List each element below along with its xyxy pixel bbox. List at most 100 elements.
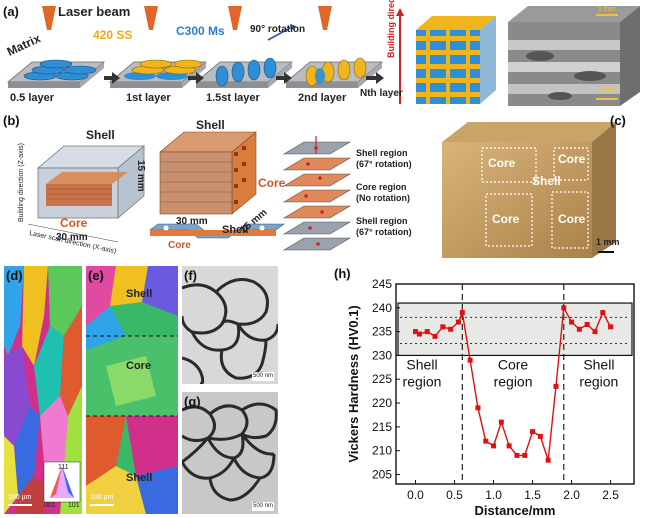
data-point <box>459 310 465 316</box>
data-point <box>600 310 606 316</box>
rotation-label: 90° rotation <box>250 24 306 35</box>
core-region-annot-rot: (No rotation) <box>356 193 410 203</box>
y-tick-label: 215 <box>372 420 392 434</box>
beads-2nd-layer <box>305 57 367 87</box>
core-label-left: Core <box>60 216 88 230</box>
data-point <box>569 319 575 325</box>
panel-f: (f) 500 nm <box>182 266 278 384</box>
panel-b-schematic <box>27 131 352 251</box>
data-point <box>608 324 614 330</box>
y-tick-label: 205 <box>372 467 392 481</box>
data-point <box>522 452 528 458</box>
panel-a-scale-2: 1 mm <box>598 86 616 93</box>
y-tick-label: 235 <box>372 325 392 339</box>
panel-d: (d) 111 001 101 100 µm <box>4 266 82 514</box>
y-tick-label: 225 <box>372 372 392 386</box>
dim-line-30mm <box>27 223 119 243</box>
x-axis-label: Distance/mm <box>475 503 556 518</box>
region-label-part: Shell <box>583 357 614 373</box>
data-point <box>576 326 582 332</box>
y-axis-label: Vickers Hardness (HV0.1) <box>346 305 361 462</box>
panel-d-ebsd <box>4 266 82 514</box>
data-point <box>514 452 520 458</box>
data-point <box>553 383 559 389</box>
shell-region-annot-2-rot: (67° rotation) <box>356 227 412 237</box>
ipf-label-101: 101 <box>68 502 80 509</box>
cuboid-left <box>36 145 146 219</box>
region-label-1: Shell region <box>403 357 442 390</box>
dim-30mm-b-label: 30 mm <box>176 216 208 227</box>
data-point <box>424 329 430 335</box>
data-point <box>537 433 543 439</box>
panel-g: (g) 500 nm <box>182 392 278 514</box>
dim-30mm-label: 30 mm <box>56 232 88 243</box>
panel-e-ebsd <box>86 266 178 514</box>
region-label-3: Shell region <box>579 357 618 390</box>
panel-e-label: (e) <box>88 268 104 283</box>
data-point <box>592 329 598 335</box>
panel-c: (c) Core Core Shell Core Core 1 mm <box>424 112 650 262</box>
layer-label-0-5: 0.5 layer <box>10 92 55 104</box>
hardness-chart: 205 210 215 220 225 230 235 240 245 0.0 0.5 1.0 1.5 2… <box>346 277 635 518</box>
panel-d-label: (d) <box>6 268 23 283</box>
layer-label-nth: Nth layer <box>360 88 403 99</box>
data-point <box>545 457 551 463</box>
data-point <box>432 333 438 339</box>
panel-b-label: (b) <box>3 113 20 128</box>
core-region-annot-title: Core region <box>356 182 407 192</box>
panel-a-scale-1: 1 mm <box>598 6 616 13</box>
panel-a-label: (a) <box>3 4 19 19</box>
shell-region-annot-2: Shell region (67° rotation) <box>356 216 412 238</box>
shell-top-label: Shell <box>126 288 153 300</box>
data-point <box>561 305 567 311</box>
data-point <box>483 438 489 444</box>
region-label-part: Shell <box>406 357 437 373</box>
stacked-planes <box>282 136 352 251</box>
panel-h: (h) 205 210 215 220 225 230 235 240 245 0.0 0.5 1.0… <box>284 262 650 518</box>
panel-a: (a) Laser beam Matrix 420 SS C300 Ms 90°… <box>0 0 650 110</box>
core-label-c3: Core <box>492 212 520 226</box>
shell-region-annot-1-title: Shell region <box>356 148 408 158</box>
region-label-part: region <box>579 374 618 390</box>
y-tick-label: 240 <box>372 301 392 315</box>
core-label-c1: Core <box>488 156 516 170</box>
shell-label-bar: Shell <box>222 224 249 236</box>
beads-1st-layer <box>124 59 203 80</box>
core-region-annot: Core region (No rotation) <box>356 182 410 204</box>
panel-f-scale: 500 nm <box>253 373 274 379</box>
shell-label-middle: Shell <box>196 118 225 132</box>
dim-15mm-label: 15 mm <box>135 160 146 192</box>
layer-label-2nd: 2nd layer <box>298 92 347 104</box>
ipf-label-111: 111 <box>58 464 69 471</box>
panel-c-photo <box>442 122 616 258</box>
tensile-specimen <box>149 223 285 239</box>
x-tick-label: 1.5 <box>524 488 541 502</box>
data-point <box>475 405 481 411</box>
panel-h-label: (h) <box>334 266 351 281</box>
plot-frame <box>395 283 635 485</box>
panel-f-label: (f) <box>184 268 197 283</box>
panel-g-tem <box>182 392 278 514</box>
beads-1-5-layer <box>215 57 277 87</box>
building-direction-label: Building direction <box>386 0 396 58</box>
panel-a-schematic <box>6 6 640 106</box>
process-arrows <box>104 72 384 84</box>
panel-g-label: (g) <box>184 394 201 409</box>
data-point <box>530 429 536 435</box>
y-tick-label: 220 <box>372 396 392 410</box>
panel-e: (e) Shell Core Shell 100 µm <box>86 266 178 514</box>
core-label-middle: Core <box>258 176 286 190</box>
x-tick-label: 0.5 <box>446 488 463 502</box>
laser-beams <box>42 6 332 30</box>
panel-d-scale: 100 µm <box>8 494 32 501</box>
rotation-arrow <box>267 27 291 41</box>
nth-layer-block <box>416 16 496 104</box>
core-label-c2: Core <box>558 152 586 166</box>
panel-e-scale: 100 µm <box>90 494 114 501</box>
data-point <box>498 419 504 425</box>
data-point <box>413 329 419 335</box>
panel-c-label: (c) <box>610 113 626 128</box>
mat-c300-label: C300 Ms <box>176 24 225 38</box>
shell-label-c: Shell <box>532 174 561 188</box>
core-label-e: Core <box>126 360 152 372</box>
